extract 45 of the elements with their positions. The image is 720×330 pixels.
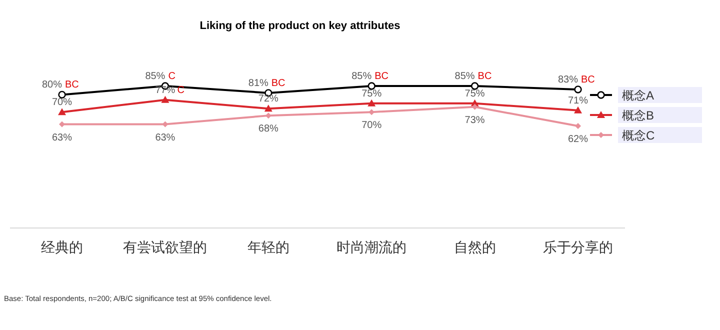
x-tick-label: 有尝试欲望的 [123, 239, 208, 255]
data-label: 63% [155, 132, 176, 144]
x-tick-label: 乐于分享的 [543, 239, 613, 255]
point [58, 108, 66, 116]
annotation: BC [478, 71, 492, 82]
data-label: 62% [568, 134, 588, 145]
data-label: 85% [454, 71, 475, 82]
data-label: 73% [464, 114, 485, 126]
data-label: 77% [155, 84, 176, 96]
point [470, 82, 479, 90]
data-label: 71% [568, 95, 588, 106]
data-label: 70% [52, 97, 72, 108]
x-tick-label: 经典的 [41, 239, 83, 255]
data-label: 68% [258, 124, 279, 135]
legend-label: 概念C [622, 128, 655, 142]
data-label: 80% [42, 80, 62, 91]
point [161, 96, 170, 103]
annotation: C [177, 84, 184, 96]
annotation: BC [65, 80, 79, 91]
point [59, 121, 65, 128]
point [574, 106, 582, 114]
chart-title: Liking of the product on key attributes [200, 20, 400, 32]
data-label: 72% [258, 94, 279, 105]
point [368, 99, 376, 106]
annotation: BC [581, 74, 595, 86]
point [264, 104, 272, 112]
data-label: 85% [352, 71, 372, 82]
x-tick-label: 自然的 [454, 239, 496, 255]
data-label: 81% [248, 78, 269, 89]
data-label: 75% [464, 88, 485, 100]
point [574, 86, 582, 94]
legend-label: 概念A [622, 88, 654, 102]
point [575, 123, 581, 129]
data-label: 63% [52, 132, 72, 144]
point [368, 82, 376, 90]
data-label: 75% [362, 88, 382, 100]
annotation: C [168, 71, 176, 82]
legend-label: 概念B [622, 108, 654, 122]
x-tick-label: 时尚潮流的 [336, 239, 407, 255]
data-label: 85% [145, 71, 166, 82]
data-label: 83% [558, 74, 578, 86]
annotation: BC [271, 78, 286, 89]
annotation: BC [374, 71, 389, 82]
x-tick-label: 年轻的 [247, 239, 290, 255]
data-label: 70% [362, 120, 382, 132]
